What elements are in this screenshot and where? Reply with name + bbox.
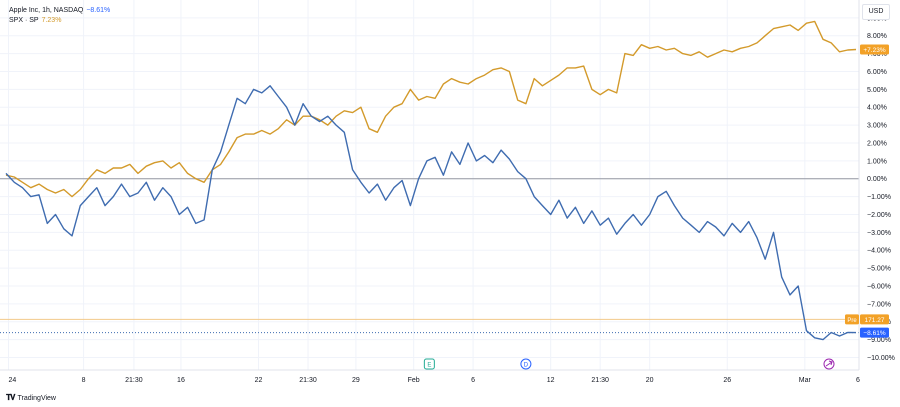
x-tick-label: 21:30: [125, 377, 143, 384]
y-tick-label: −2.00%: [867, 212, 891, 219]
aapl-last-tag-label: −8.61%: [863, 330, 885, 337]
legend-secondary-name: SPX · SP: [9, 17, 39, 24]
y-tick-label: −7.00%: [867, 301, 891, 308]
y-tick-label: 7.00%: [867, 51, 887, 58]
tradingview-branding[interactable]: 𝐓𝐕 TradingView: [6, 393, 56, 403]
y-tick-label: −9.00%: [867, 337, 891, 344]
y-tick-label: 2.00%: [867, 140, 887, 147]
pre-market-price-label: 171.27: [865, 317, 885, 324]
series-line-spx: [5, 20, 857, 198]
y-tick-label: 1.00%: [867, 158, 887, 165]
y-tick-label: 5.00%: [867, 87, 887, 94]
y-tick-label: 6.00%: [867, 69, 887, 76]
y-tick-label: −1.00%: [867, 194, 891, 201]
x-tick-label: 21:30: [591, 377, 609, 384]
price-axis[interactable]: 9.00%8.00%7.00%6.00%5.00%4.00%3.00%2.00%…: [867, 15, 895, 362]
legend-row-primary[interactable]: Apple Inc, 1h, NASDAQ −8.61%: [9, 6, 110, 16]
y-tick-label: −6.00%: [867, 283, 891, 290]
spx-last-tag: [860, 44, 889, 55]
gridlines: [0, 0, 859, 370]
axis-value-tags: +7.23% Pre 171.27 −8.61%: [845, 44, 889, 338]
x-tick-label: 6: [471, 377, 475, 384]
x-tick-label: 29: [352, 377, 360, 384]
split-marker-arrow: [825, 360, 833, 367]
y-tick-label: −4.00%: [867, 248, 891, 255]
brand-name: TradingView: [17, 394, 56, 402]
legend-primary-change: −8.61%: [86, 7, 111, 14]
series-line-aapl: [5, 85, 857, 341]
x-tick-label: 12: [547, 377, 555, 384]
y-tick-label: −5.00%: [867, 266, 891, 273]
legend-primary-name: Apple Inc, 1h, NASDAQ: [9, 7, 84, 14]
series-layer: [5, 20, 857, 341]
pre-market-price-tag: [860, 314, 889, 325]
legend-row-secondary[interactable]: SPX · SP 7.23%: [9, 16, 110, 26]
x-tick-label: 20: [646, 377, 654, 384]
x-tick-label: 24: [8, 377, 16, 384]
event-marker-label: E: [427, 363, 431, 369]
y-tick-label: −3.00%: [867, 230, 891, 237]
x-tick-label: 26: [723, 377, 731, 384]
y-tick-label: 3.00%: [867, 123, 887, 130]
x-tick-label: 8: [82, 377, 86, 384]
pre-market-badge-label: Pre: [847, 318, 857, 324]
legend-secondary-change: 7.23%: [41, 17, 62, 24]
pre-market-badge: [845, 314, 859, 325]
x-tick-label: Feb: [408, 377, 420, 384]
x-tick-label: 16: [177, 377, 185, 384]
split-marker-icon: [823, 358, 835, 370]
currency-button[interactable]: USD: [862, 4, 890, 20]
spx-last-tag-label: +7.23%: [863, 47, 885, 54]
y-tick-label: 4.00%: [867, 105, 887, 112]
earnings-marker-icon: [423, 358, 435, 370]
tradingview-logo-icon: 𝐓𝐕: [6, 393, 16, 402]
x-tick-label: 22: [255, 377, 263, 384]
event-marker-label: D: [524, 363, 529, 369]
aapl-last-tag: [860, 327, 889, 338]
chart-legend: Apple Inc, 1h, NASDAQ −8.61% SPX · SP 7.23…: [9, 6, 110, 26]
dividend-marker-icon: [520, 358, 532, 370]
x-tick-label: 6: [856, 377, 860, 384]
y-tick-label: −10.00%: [867, 355, 895, 362]
time-axis[interactable]: 24 8 21:30 16 22 21:30 29 Feb 6 12 21:30 20 26 Mar 6: [8, 377, 860, 384]
x-tick-label: Mar: [799, 377, 812, 384]
y-tick-label: 8.00%: [867, 33, 887, 40]
x-tick-label: 21:30: [299, 377, 317, 384]
y-tick-label: 0.00%: [867, 176, 887, 183]
